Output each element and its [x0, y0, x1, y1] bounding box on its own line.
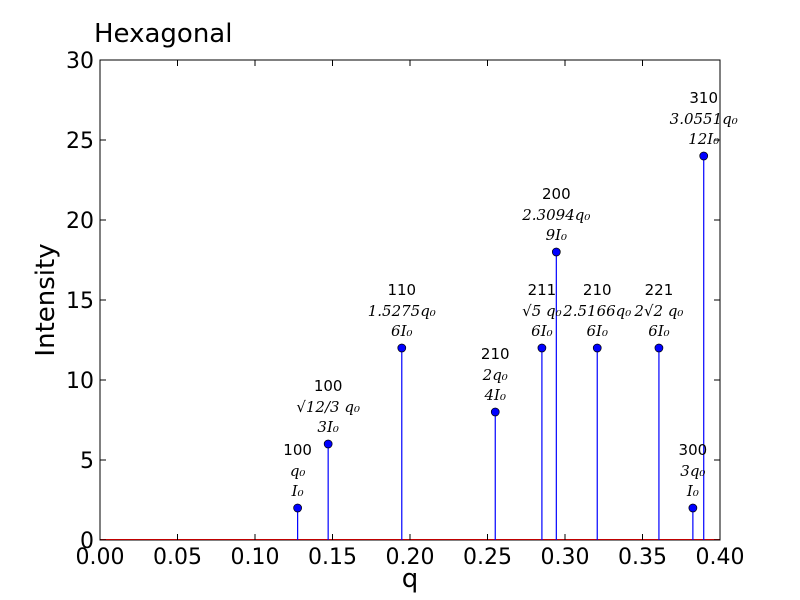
- peak-marker: [323, 439, 333, 449]
- peak-marker: [688, 503, 698, 513]
- x-tick-label: 0.20: [386, 545, 435, 570]
- peak-hkl-label: 211: [528, 281, 557, 299]
- x-tick-label: 0.35: [618, 545, 667, 570]
- peak-multiplicity-label: 3I₀: [317, 418, 338, 436]
- x-tick-label: 0.05: [153, 545, 202, 570]
- peak-hkl-label: 110: [387, 281, 416, 299]
- peak-marker: [397, 343, 407, 353]
- x-tick-label: 0.25: [463, 545, 512, 570]
- peak-hkl-label: 100: [314, 377, 343, 395]
- x-tick-label: 0.40: [696, 545, 745, 570]
- peak-position-label: 3q₀: [680, 462, 705, 480]
- y-tick-label: 5: [80, 449, 94, 474]
- peak-hkl-label: 210: [481, 345, 510, 363]
- peak-multiplicity-label: 4I₀: [484, 386, 506, 404]
- x-tick-label: 0.00: [76, 545, 125, 570]
- peak-multiplicity-label: I₀: [291, 482, 304, 500]
- peak-label: 300 3q₀ I₀: [679, 441, 708, 500]
- y-axis-label: Intensity: [31, 243, 61, 356]
- peak-multiplicity-label: 6I₀: [648, 322, 669, 340]
- stems-layer: [297, 156, 705, 540]
- peak-marker: [551, 247, 561, 257]
- peak-hkl-label: 300: [679, 441, 708, 459]
- peak-hkl-label: 210: [583, 281, 612, 299]
- peak-position-label: 2√2 q₀: [633, 302, 683, 320]
- x-axis-label: q: [402, 564, 419, 594]
- peak-label: 100 q₀ I₀: [283, 441, 312, 500]
- peak-label: 210 2q₀ 4I₀: [481, 345, 510, 404]
- y-tick-label: 10: [66, 369, 94, 394]
- peak-label: 210 2.5166q₀ 6I₀: [562, 281, 631, 340]
- peak-multiplicity-label: I₀: [686, 482, 699, 500]
- y-tick-label: 20: [66, 209, 94, 234]
- y-tick-label: 15: [66, 289, 94, 314]
- labels-layer: 100 q₀ I₀ 100 √12/3 q₀ 3I₀ 110 1.5275q₀ 6I₀ 210 2q…: [283, 89, 737, 500]
- peak-multiplicity-label: 12I₀: [688, 130, 719, 148]
- y-tick-label: 30: [66, 49, 94, 74]
- peak-label: 310 3.0551q₀ 12I₀: [670, 89, 738, 148]
- peak-multiplicity-label: 6I₀: [391, 322, 412, 340]
- ticks-layer: 0.00 0.05 0.10 0.15 0.20 0.25 0.30 0.35 0.40 0 5 10…: [66, 49, 744, 570]
- y-tick-label: 0: [80, 529, 94, 554]
- peak-multiplicity-label: 6I₀: [531, 322, 552, 340]
- peak-multiplicity-label: 6I₀: [586, 322, 607, 340]
- peak-hkl-label: 310: [689, 89, 718, 107]
- peak-position-label: q₀: [290, 462, 306, 480]
- peak-hkl-label: 221: [645, 281, 674, 299]
- plot-frame: [99, 59, 721, 541]
- y-tick-label: 25: [66, 129, 94, 154]
- peak-position-label: 2.5166q₀: [562, 302, 631, 320]
- peak-hkl-label: 100: [283, 441, 312, 459]
- peak-hkl-label: 200: [542, 185, 571, 203]
- peak-position-label: 3.0551q₀: [670, 110, 738, 128]
- peak-marker: [592, 343, 602, 353]
- markers-layer: [293, 151, 709, 513]
- peak-marker: [293, 503, 302, 513]
- peak-marker: [537, 343, 547, 353]
- x-tick-label: 0.15: [308, 545, 357, 570]
- peak-position-label: √12/3 q₀: [296, 398, 360, 416]
- peak-label: 110 1.5275q₀ 6I₀: [368, 281, 436, 340]
- peak-multiplicity-label: 9I₀: [546, 226, 567, 244]
- peak-label: 211 √5 q₀ 6I₀: [522, 281, 562, 340]
- peak-marker: [490, 407, 500, 417]
- peak-label: 100 √12/3 q₀ 3I₀: [296, 377, 360, 436]
- x-tick-label: 0.10: [231, 545, 280, 570]
- peak-position-label: √5 q₀: [522, 302, 562, 320]
- x-tick-label: 0.30: [541, 545, 590, 570]
- peak-label: 221 2√2 q₀ 6I₀: [633, 281, 683, 340]
- peak-position-label: 1.5275q₀: [368, 302, 436, 320]
- peak-marker: [654, 343, 664, 353]
- peak-marker: [699, 151, 709, 161]
- peak-position-label: 2q₀: [482, 366, 508, 384]
- chart-title: Hexagonal: [94, 19, 232, 49]
- peak-label: 200 2.3094q₀ 9I₀: [521, 185, 590, 244]
- peak-position-label: 2.3094q₀: [521, 206, 590, 224]
